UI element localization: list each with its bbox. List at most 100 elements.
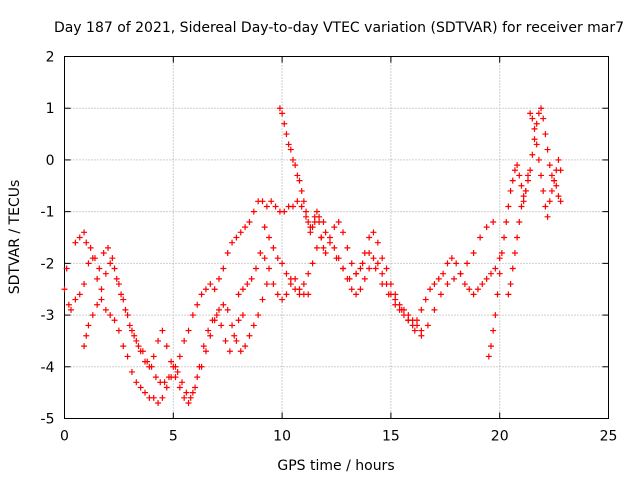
data-point (548, 172, 555, 179)
data-point (137, 384, 144, 391)
data-point (81, 229, 88, 236)
x-tick-label: 0 (60, 429, 69, 445)
data-point (137, 348, 144, 355)
data-point (374, 239, 381, 246)
data-point (505, 291, 512, 298)
data-point (509, 177, 516, 184)
data-point (483, 224, 490, 231)
data-point (279, 110, 286, 117)
data-point (174, 368, 181, 375)
data-point (181, 394, 188, 401)
data-point (83, 332, 90, 339)
data-point (220, 265, 227, 272)
data-point (322, 229, 329, 236)
data-point (379, 270, 386, 277)
data-point (263, 203, 270, 210)
data-point (366, 265, 373, 272)
data-point (346, 275, 353, 282)
y-axis-label: SDTVAR / TECUs (7, 180, 23, 295)
data-point (531, 136, 538, 143)
data-point (272, 203, 279, 210)
data-point (198, 363, 205, 370)
data-point (246, 332, 253, 339)
data-point (557, 167, 564, 174)
data-point (507, 187, 514, 194)
data-point (305, 291, 312, 298)
data-point (305, 270, 312, 277)
data-point (231, 332, 238, 339)
data-point (128, 327, 135, 334)
data-point (487, 343, 494, 350)
data-point (289, 156, 296, 163)
y-tick-label: 2 (46, 50, 55, 66)
data-point (292, 162, 299, 169)
data-point (91, 255, 98, 262)
x-tick-label: 10 (273, 429, 291, 445)
data-point (224, 250, 231, 257)
chart-title: Day 187 of 2021, Sidereal Day-to-day VTE… (54, 20, 624, 36)
data-point (220, 301, 227, 308)
data-point (353, 270, 360, 277)
data-point (268, 198, 275, 205)
data-point (392, 301, 399, 308)
data-point (250, 208, 257, 215)
series-sat-f (333, 218, 497, 339)
data-point (357, 265, 364, 272)
data-point (359, 260, 366, 267)
data-point (126, 322, 133, 329)
data-point (529, 151, 536, 158)
data-point (305, 218, 312, 225)
data-point (133, 379, 140, 386)
data-point (72, 296, 79, 303)
data-point (300, 198, 307, 205)
data-point (176, 353, 183, 360)
data-point (76, 234, 83, 241)
data-point (494, 291, 501, 298)
data-point (298, 203, 305, 210)
y-tick-label: -3 (41, 308, 55, 324)
y-tick-label: 0 (46, 153, 55, 169)
data-point (294, 198, 301, 205)
x-tick-label: 5 (169, 429, 178, 445)
data-point (326, 239, 333, 246)
data-point (303, 213, 310, 220)
data-point (296, 286, 303, 293)
data-point (266, 265, 273, 272)
data-point (427, 286, 434, 293)
data-point (553, 182, 560, 189)
data-point (422, 296, 429, 303)
data-point (165, 374, 172, 381)
data-point (366, 234, 373, 241)
data-point (192, 384, 199, 391)
data-points (61, 105, 564, 406)
data-point (524, 172, 531, 179)
data-point (122, 306, 129, 313)
data-point (170, 363, 177, 370)
data-point (287, 281, 294, 288)
data-point (118, 291, 125, 298)
series-sat-h (505, 110, 564, 298)
data-point (518, 182, 525, 189)
data-point (81, 281, 88, 288)
data-point (100, 250, 107, 257)
data-point (309, 260, 316, 267)
data-point (418, 332, 425, 339)
data-point (520, 198, 527, 205)
data-point (479, 281, 486, 288)
data-point (115, 281, 122, 288)
data-point (222, 337, 229, 344)
data-point (313, 208, 320, 215)
data-point (111, 265, 118, 272)
series-sat-d (276, 105, 425, 334)
data-point (131, 332, 138, 339)
data-point (464, 260, 471, 267)
data-point (179, 379, 186, 386)
x-tick-label: 25 (600, 429, 618, 445)
data-point (239, 286, 246, 293)
data-point (263, 281, 270, 288)
data-point (168, 358, 175, 365)
data-point (418, 327, 425, 334)
y-tick-label: -1 (41, 205, 55, 221)
plot-frame (64, 56, 609, 419)
data-point (87, 244, 94, 251)
